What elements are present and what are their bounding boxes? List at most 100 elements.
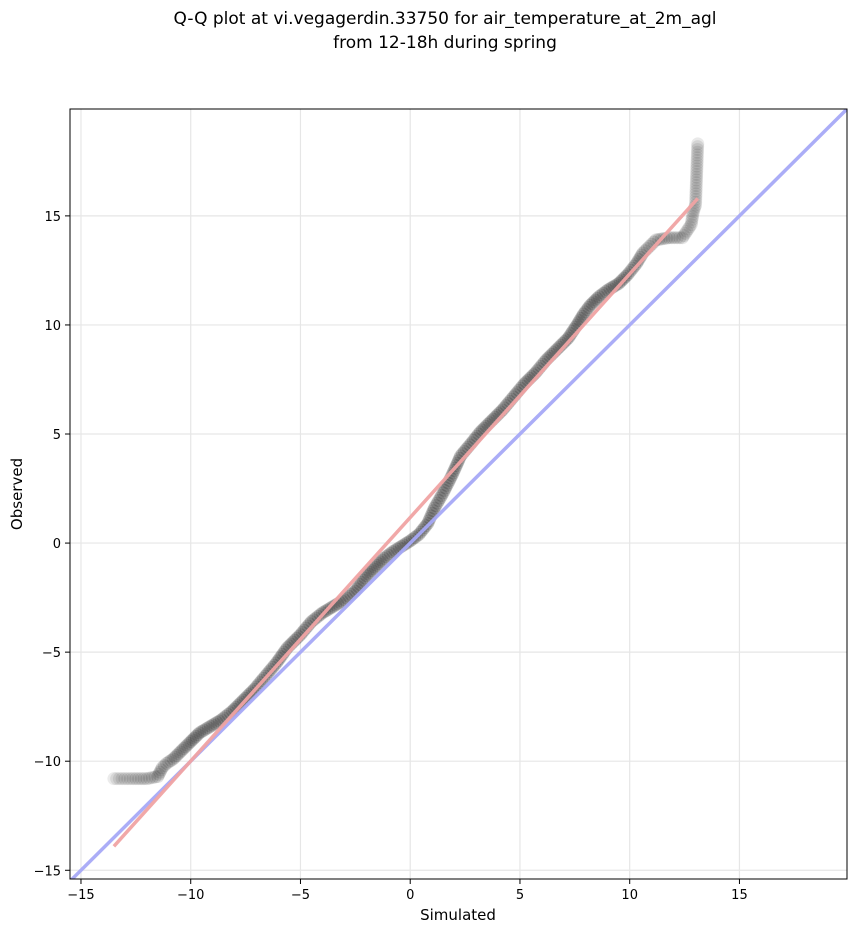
quantile-point xyxy=(685,212,699,226)
quantile-point xyxy=(375,553,389,567)
quantile-point xyxy=(592,290,606,304)
quantile-point xyxy=(189,729,203,743)
quantile-point xyxy=(594,288,608,302)
quantile-point xyxy=(154,763,168,777)
quantile-point xyxy=(610,278,624,292)
quantile-point xyxy=(199,722,213,736)
quantile-point xyxy=(326,599,340,613)
y-tick-label: 10 xyxy=(44,319,61,334)
quantile-point xyxy=(134,772,148,786)
quantile-point xyxy=(152,767,166,781)
quantile-point xyxy=(690,151,704,165)
quantile-point xyxy=(429,499,443,513)
fit-line xyxy=(112,197,700,848)
quantile-point xyxy=(678,226,692,240)
quantile-point xyxy=(365,564,379,578)
y-tick-label: −10 xyxy=(34,755,61,770)
quantile-point xyxy=(690,170,704,184)
quantile-point xyxy=(118,772,132,786)
quantile-point xyxy=(140,772,154,786)
quantile-point xyxy=(583,298,597,312)
quantile-point xyxy=(363,565,377,579)
quantile-point xyxy=(435,488,449,502)
quantile-point xyxy=(690,162,704,176)
quantile-point xyxy=(433,491,447,505)
quantile-point xyxy=(683,220,697,234)
plot-frame xyxy=(69,108,848,880)
quantile-point xyxy=(107,772,121,786)
quantile-point xyxy=(377,551,391,565)
quantile-point xyxy=(588,293,602,307)
quantile-point xyxy=(690,167,704,181)
y-tick-label: −15 xyxy=(34,864,61,879)
quantile-point xyxy=(430,496,444,510)
quantile-point xyxy=(561,331,575,345)
quantile-point xyxy=(272,652,286,666)
quantile-point xyxy=(143,771,157,785)
quantile-point xyxy=(690,148,704,162)
quantile-point xyxy=(691,140,705,154)
quantile-point xyxy=(110,772,124,786)
quantile-point xyxy=(170,749,184,763)
quantile-point xyxy=(689,173,703,187)
quantile-point xyxy=(185,733,199,747)
quantile-point xyxy=(184,735,198,749)
quantile-point xyxy=(691,142,705,156)
quantile-point xyxy=(681,222,695,236)
quantile-point xyxy=(379,550,393,564)
quantile-point xyxy=(178,740,192,754)
quantile-point xyxy=(126,772,140,786)
scatter-points xyxy=(107,137,705,786)
quantile-point xyxy=(691,137,705,151)
quantile-point xyxy=(578,305,592,319)
quantile-point xyxy=(689,198,703,212)
quantile-point xyxy=(422,514,436,528)
x-tick-label: −15 xyxy=(67,888,94,903)
quantile-point xyxy=(311,609,325,623)
quantile-point xyxy=(197,723,211,737)
quantile-point xyxy=(575,309,589,323)
quantile-point xyxy=(684,218,698,232)
quantile-point xyxy=(271,654,285,668)
quantile-point xyxy=(690,156,704,170)
quantile-point xyxy=(145,771,159,785)
quantile-point xyxy=(582,300,596,314)
quantile-point xyxy=(689,181,703,195)
quantile-point xyxy=(690,145,704,159)
chart-title: Q-Q plot at vi.vegagerdin.33750 for air_… xyxy=(173,9,716,29)
quantile-point xyxy=(361,567,375,581)
quantile-point xyxy=(191,728,205,742)
quantile-point xyxy=(685,215,699,229)
x-tick-label: 15 xyxy=(731,888,748,903)
x-tick-label: −5 xyxy=(291,888,310,903)
quantile-point xyxy=(665,231,679,245)
x-tick-label: 10 xyxy=(621,888,638,903)
quantile-point xyxy=(193,726,206,740)
quantile-point xyxy=(446,466,460,480)
chart-subtitle: from 12-18h during spring xyxy=(333,33,557,53)
quantile-point xyxy=(667,231,681,245)
quantile-point xyxy=(153,765,167,779)
quantile-point xyxy=(162,755,176,769)
quantile-point xyxy=(366,562,380,576)
quantile-point xyxy=(690,165,704,179)
quantile-point xyxy=(401,535,415,549)
quantile-point xyxy=(155,761,169,775)
x-axis: −15 −10 −5 0 5 10 15 xyxy=(67,879,748,903)
quantile-point xyxy=(587,295,601,309)
quantile-point xyxy=(356,573,370,587)
quantile-point xyxy=(175,743,189,757)
quantile-point xyxy=(689,179,703,193)
x-tick-label: 0 xyxy=(406,888,414,903)
quantile-point xyxy=(358,571,372,585)
plot-area xyxy=(70,109,847,879)
quantile-point xyxy=(168,750,182,764)
quantile-point xyxy=(208,717,222,731)
quantile-point xyxy=(132,772,146,786)
x-tick-label: 5 xyxy=(516,888,524,903)
quantile-point xyxy=(690,154,704,168)
quantile-point xyxy=(173,745,187,759)
quantile-point xyxy=(585,297,599,311)
x-tick-label: −10 xyxy=(177,888,204,903)
